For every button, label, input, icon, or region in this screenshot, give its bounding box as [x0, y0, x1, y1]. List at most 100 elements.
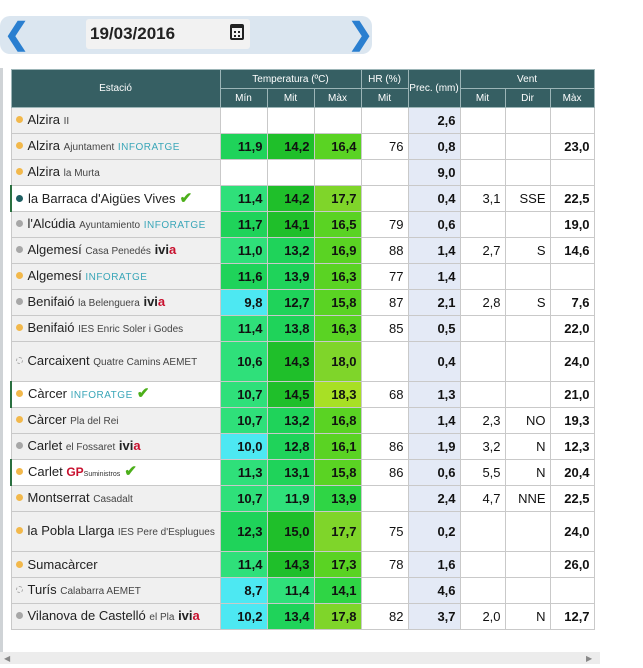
station-name: Càrcer [28, 386, 68, 401]
station-cell[interactable]: Càrcer INFORATGE ✔ [10, 381, 221, 408]
prev-day-chevron-icon[interactable]: ❮ [4, 18, 30, 51]
temp-max-cell: 18,0 [313, 341, 362, 382]
horizontal-scrollbar[interactable]: ◀ ▶ [0, 652, 600, 664]
station-cell[interactable]: Benifaió la Belenguera ivia [10, 289, 221, 316]
temp-mit-cell: 13,8 [266, 315, 315, 342]
table-row[interactable]: Carcaixent Quatre Camins AEMET 10,6 14,3 18… [10, 341, 595, 382]
header-precip[interactable]: Prec. (mm) [407, 69, 461, 108]
wind-max-cell: 22,5 [549, 185, 595, 212]
temp-min-cell [219, 159, 268, 186]
humidity-cell [360, 341, 409, 382]
status-dot-icon [15, 220, 23, 227]
table-row[interactable]: Alzira la Murta 9,0 [10, 159, 595, 186]
scroll-left-icon[interactable]: ◀ [4, 654, 11, 663]
table-row[interactable]: la Pobla Llarga IES Pere d'Esplugues 12,3… [10, 511, 595, 552]
temp-mit-cell: 12,7 [266, 289, 315, 316]
station-cell[interactable]: Algemesí Casa Penedés ivia [10, 237, 221, 264]
humidity-cell: 78 [360, 551, 409, 578]
station-cell[interactable]: Alzira Ajuntament INFORATGE [10, 133, 221, 160]
station-location: el Pla [149, 612, 175, 623]
table-row[interactable]: Benifaió IES Enric Soler i Godes 11,4 13,8… [10, 315, 595, 342]
wind-dir-cell: N [504, 603, 551, 630]
table-row[interactable]: la Barraca d'Aigües Vives ✔ 11,4 14,2 17,7 0… [10, 185, 595, 212]
station-cell[interactable]: Turís Calabarra AEMET [10, 577, 221, 604]
temp-max-cell: 15,8 [313, 289, 362, 316]
station-cell[interactable]: Vilanova de Castelló el Pla ivia [10, 603, 221, 630]
vertical-scrollbar[interactable] [0, 68, 3, 658]
table-row[interactable]: Sumacàrcer 11,4 14,3 17,3 78 1,6 26,0 [10, 551, 595, 578]
table-row[interactable]: Alzira II 2,6 [10, 107, 595, 134]
ivia-logo: ivia [143, 294, 166, 309]
station-location: Casadalt [93, 494, 133, 505]
station-cell[interactable]: la Pobla Llarga IES Pere d'Esplugues [10, 511, 221, 552]
table-row[interactable]: Montserrat Casadalt 10,7 11,9 13,9 2,4 4,7 NNE… [10, 485, 595, 512]
temp-mit-cell: 13,2 [266, 407, 315, 434]
header-wind-dir[interactable]: Dir [504, 88, 551, 108]
humidity-cell [360, 407, 409, 434]
station-cell[interactable]: l'Alcúdia Ayuntamiento INFORATGE [10, 211, 221, 238]
date-navigator: ❮ 19/03/2016 ❯ [0, 16, 374, 54]
temp-min-cell: 10,0 [219, 433, 268, 460]
table-row[interactable]: Càrcer INFORATGE ✔ 10,7 14,5 18,3 68 1,3 21,0 [10, 381, 595, 408]
station-cell[interactable]: Benifaió IES Enric Soler i Godes [10, 315, 221, 342]
station-name: Alzira [27, 112, 61, 127]
table-row[interactable]: Turís Calabarra AEMET 8,7 11,4 14,1 4,6 [10, 577, 595, 604]
header-wind-mit[interactable]: Mit [459, 88, 506, 108]
temp-min-cell: 11,7 [219, 211, 268, 238]
precip-cell: 0,4 [407, 185, 461, 212]
inforatge-logo: INFORATGE [70, 390, 133, 401]
station-cell[interactable]: Alzira II [10, 107, 221, 134]
table-row[interactable]: l'Alcúdia Ayuntamiento INFORATGE 11,7 14,1… [10, 211, 595, 238]
wind-max-cell: 7,6 [549, 289, 595, 316]
scroll-right-icon[interactable]: ▶ [586, 654, 593, 663]
status-dot-icon [15, 142, 23, 149]
header-tmin[interactable]: Mín [219, 88, 268, 108]
header-hr-mit[interactable]: Mit [360, 88, 409, 108]
temp-max-cell: 16,9 [313, 237, 362, 264]
station-cell[interactable]: Carlet el Fossaret ivia [10, 433, 221, 460]
header-tmit[interactable]: Mit [266, 88, 315, 108]
table-row[interactable]: Benifaió la Belenguera ivia 9,8 12,7 15,8 87… [10, 289, 595, 316]
temp-mit-cell: 13,9 [266, 263, 315, 290]
station-name: Alzira [27, 164, 61, 179]
precip-cell: 4,6 [407, 577, 461, 604]
precip-cell: 0,6 [407, 211, 461, 238]
header-station[interactable]: Estació [10, 69, 221, 108]
temp-max-cell: 17,7 [313, 185, 362, 212]
calendar-icon[interactable] [230, 24, 244, 40]
status-dot-icon [16, 390, 23, 397]
table-row[interactable]: Carlet GPSuministros ✔ 11,3 13,1 15,8 86 0,6 5… [10, 459, 595, 486]
temp-mit-cell: 12,8 [266, 433, 315, 460]
header-wind-max[interactable]: Màx [549, 88, 595, 108]
temp-max-cell [313, 107, 362, 134]
wind-max-cell: 22,5 [549, 485, 595, 512]
temp-mit-cell: 14,3 [266, 551, 315, 578]
station-location: IES Enric Soler i Godes [78, 324, 184, 335]
next-day-chevron-icon[interactable]: ❯ [348, 18, 374, 51]
table-row[interactable]: Algemesí INFORATGE 11,6 13,9 16,3 77 1,4 [10, 263, 595, 290]
wind-dir-cell [504, 107, 551, 134]
wind-max-cell: 20,4 [549, 459, 595, 486]
table-row[interactable]: Càrcer Pla del Rei 10,7 13,2 16,8 1,4 2,3 NO 19… [10, 407, 595, 434]
precip-cell: 0,6 [407, 459, 461, 486]
table-row[interactable]: Alzira Ajuntament INFORATGE 11,9 14,2 16,4 7… [10, 133, 595, 160]
station-cell[interactable]: la Barraca d'Aigües Vives ✔ [10, 185, 221, 212]
station-cell[interactable]: Montserrat Casadalt [10, 485, 221, 512]
wind-max-cell: 23,0 [549, 133, 595, 160]
station-cell[interactable]: Càrcer Pla del Rei [10, 407, 221, 434]
station-cell[interactable]: Carcaixent Quatre Camins AEMET [10, 341, 221, 382]
station-cell[interactable]: Carlet GPSuministros ✔ [10, 459, 221, 486]
header-tmax[interactable]: Màx [313, 88, 362, 108]
status-dot-icon [16, 467, 23, 475]
date-picker-field[interactable]: 19/03/2016 [86, 19, 250, 49]
table-row[interactable]: Vilanova de Castelló el Pla ivia 10,2 13,4… [10, 603, 595, 630]
station-cell[interactable]: Sumacàrcer [10, 551, 221, 578]
station-cell[interactable]: Alzira la Murta [10, 159, 221, 186]
station-cell[interactable]: Algemesí INFORATGE [10, 263, 221, 290]
status-dot-icon [15, 586, 23, 593]
humidity-cell: 86 [360, 459, 409, 486]
table-row[interactable]: Algemesí Casa Penedés ivia 11,0 13,2 16,9 88… [10, 237, 595, 264]
weather-stations-table: Estació Temperatura (ºC) HR (%) Prec. (m… [10, 69, 595, 630]
status-dot-icon [15, 494, 23, 501]
table-row[interactable]: Carlet el Fossaret ivia 10,0 12,8 16,1 86 1,9… [10, 433, 595, 460]
